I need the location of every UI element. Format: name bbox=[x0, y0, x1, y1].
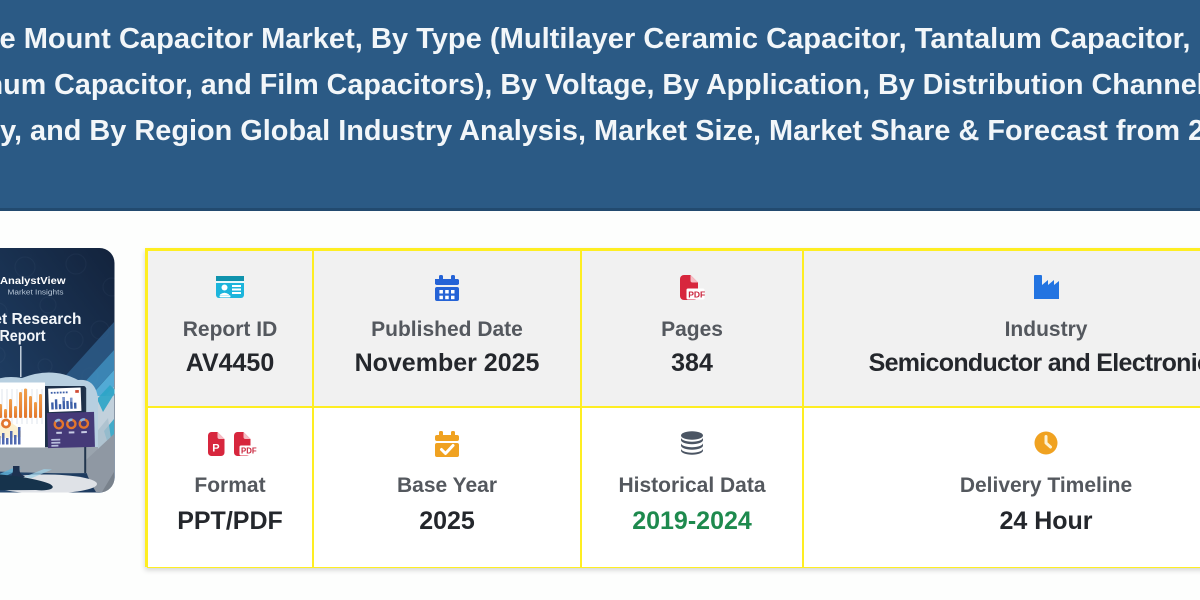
svg-text:AnalystView: AnalystView bbox=[0, 276, 66, 287]
svg-text:PDF: PDF bbox=[241, 447, 257, 456]
svg-text:PDF: PDF bbox=[688, 289, 705, 299]
svg-text:Market Insights: Market Insights bbox=[8, 290, 65, 297]
svg-text:Market Research: Market Research bbox=[0, 311, 82, 328]
svg-text:Report: Report bbox=[0, 328, 46, 345]
svg-text:P: P bbox=[212, 443, 219, 455]
